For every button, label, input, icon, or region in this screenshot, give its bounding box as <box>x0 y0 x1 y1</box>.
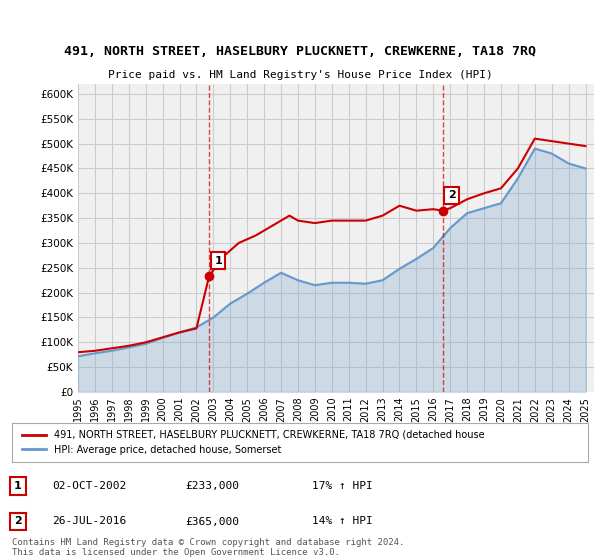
Text: 14% ↑ HPI: 14% ↑ HPI <box>311 516 372 526</box>
Text: 1: 1 <box>214 256 222 266</box>
Text: 2: 2 <box>14 516 22 526</box>
Text: 02-OCT-2002: 02-OCT-2002 <box>52 481 127 491</box>
Text: 2: 2 <box>448 190 455 200</box>
Text: Price paid vs. HM Land Registry's House Price Index (HPI): Price paid vs. HM Land Registry's House … <box>107 70 493 80</box>
Text: 17% ↑ HPI: 17% ↑ HPI <box>311 481 372 491</box>
Text: 26-JUL-2016: 26-JUL-2016 <box>52 516 127 526</box>
Text: £365,000: £365,000 <box>185 516 239 526</box>
Text: £233,000: £233,000 <box>185 481 239 491</box>
Text: 491, NORTH STREET, HASELBURY PLUCKNETT, CREWKERNE, TA18 7RQ: 491, NORTH STREET, HASELBURY PLUCKNETT, … <box>64 45 536 58</box>
Legend: 491, NORTH STREET, HASELBURY PLUCKNETT, CREWKERNE, TA18 7RQ (detached house, HPI: 491, NORTH STREET, HASELBURY PLUCKNETT, … <box>17 425 489 460</box>
Text: 1: 1 <box>14 481 22 491</box>
Text: Contains HM Land Registry data © Crown copyright and database right 2024.
This d: Contains HM Land Registry data © Crown c… <box>12 538 404 557</box>
